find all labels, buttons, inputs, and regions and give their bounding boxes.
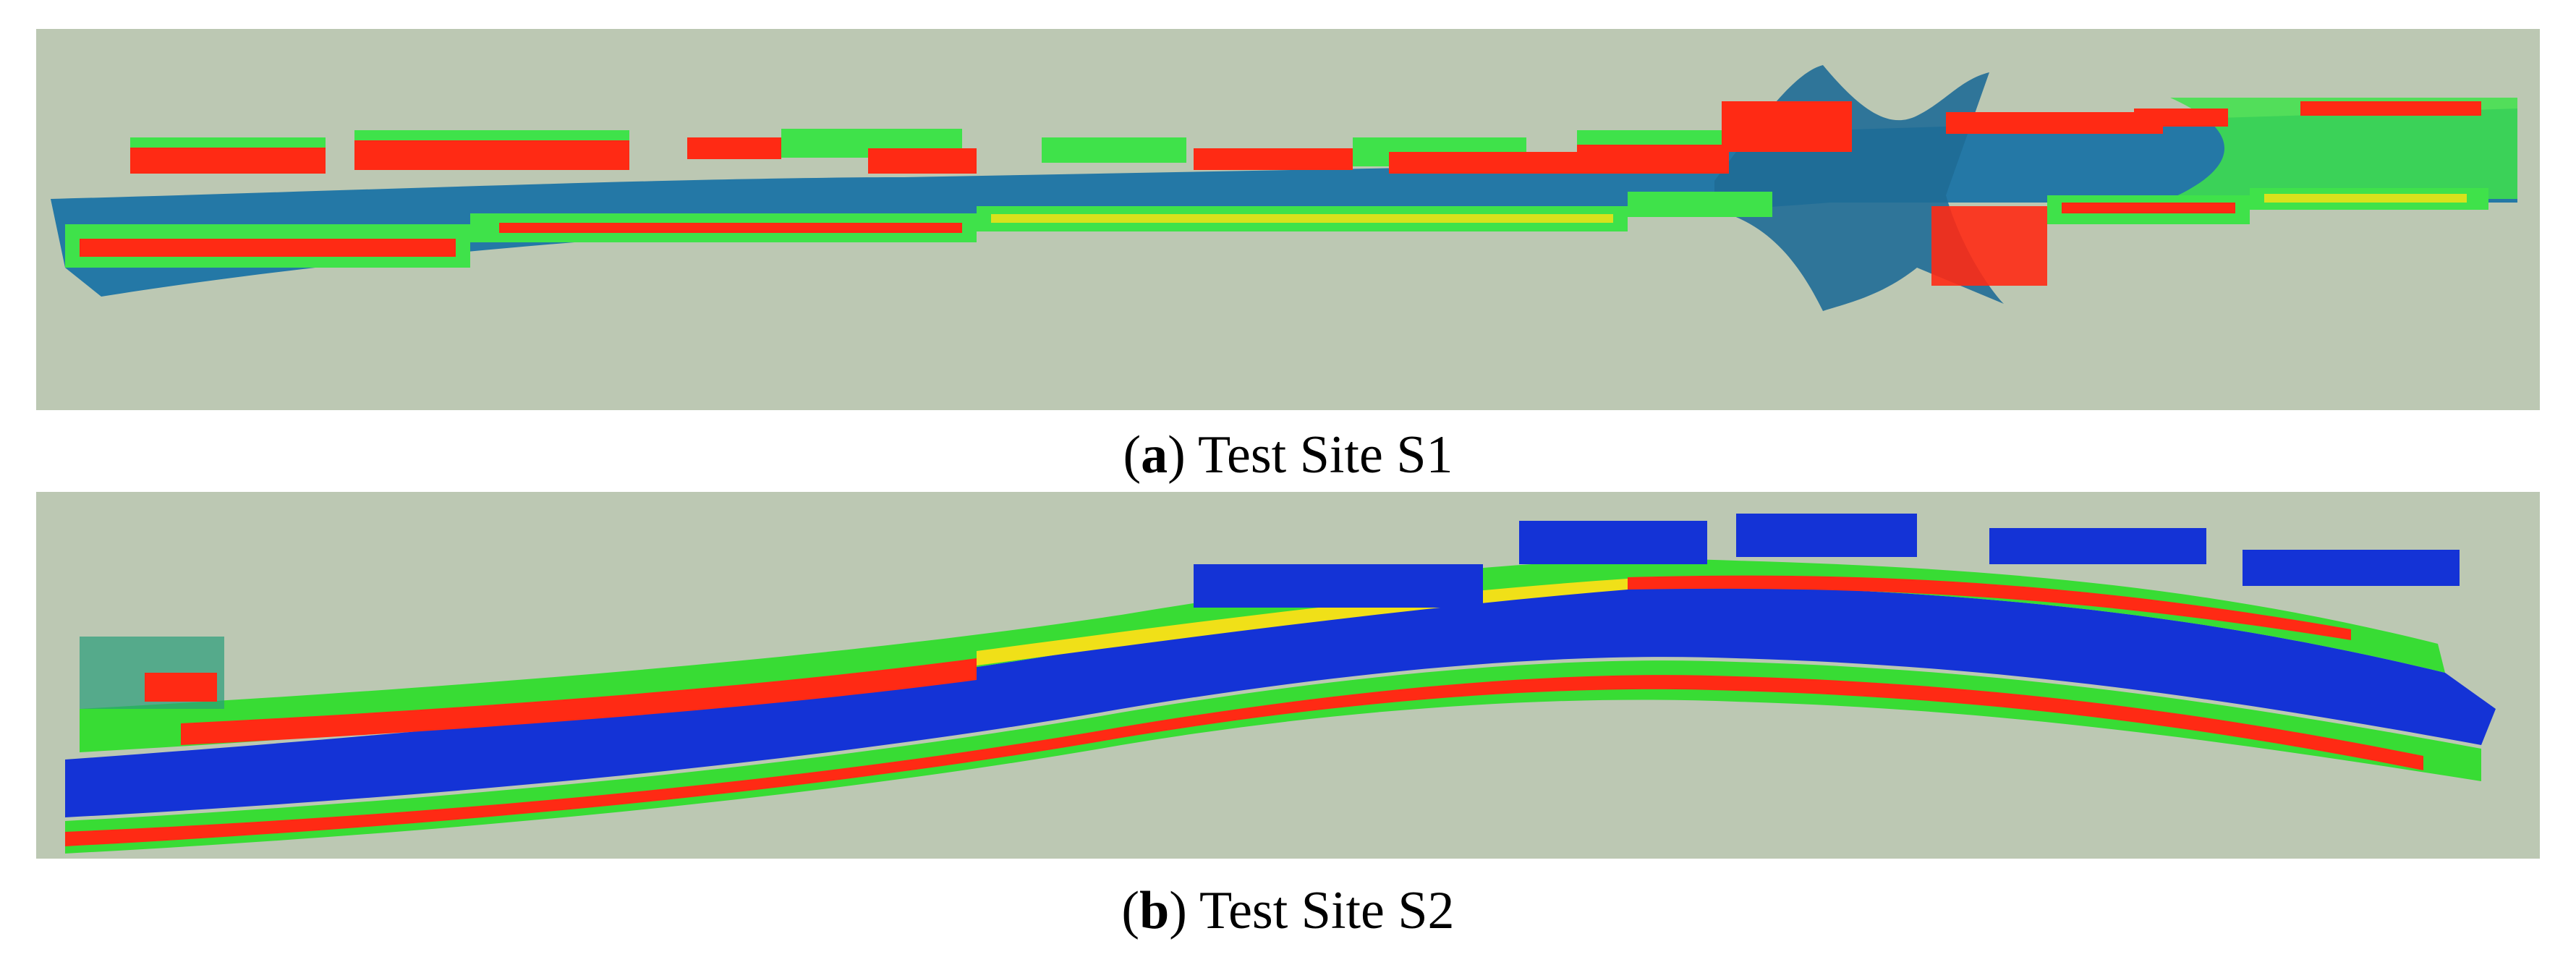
point-cloud-image-s2 [65,514,2496,854]
caption-a-text: Test Site S1 [1197,425,1453,485]
point-cloud-panel-s1 [36,29,2540,410]
caption-b: (b) Test Site S2 [1121,881,1455,940]
point-cloud-image-s1 [51,65,2517,311]
caption-b-text: Test Site S2 [1199,881,1455,940]
caption-a-label: a [1141,425,1168,485]
point-cloud-panel-s2 [36,492,2540,859]
caption-a: (a) Test Site S1 [1123,425,1453,485]
caption-b-label: b [1139,881,1170,940]
